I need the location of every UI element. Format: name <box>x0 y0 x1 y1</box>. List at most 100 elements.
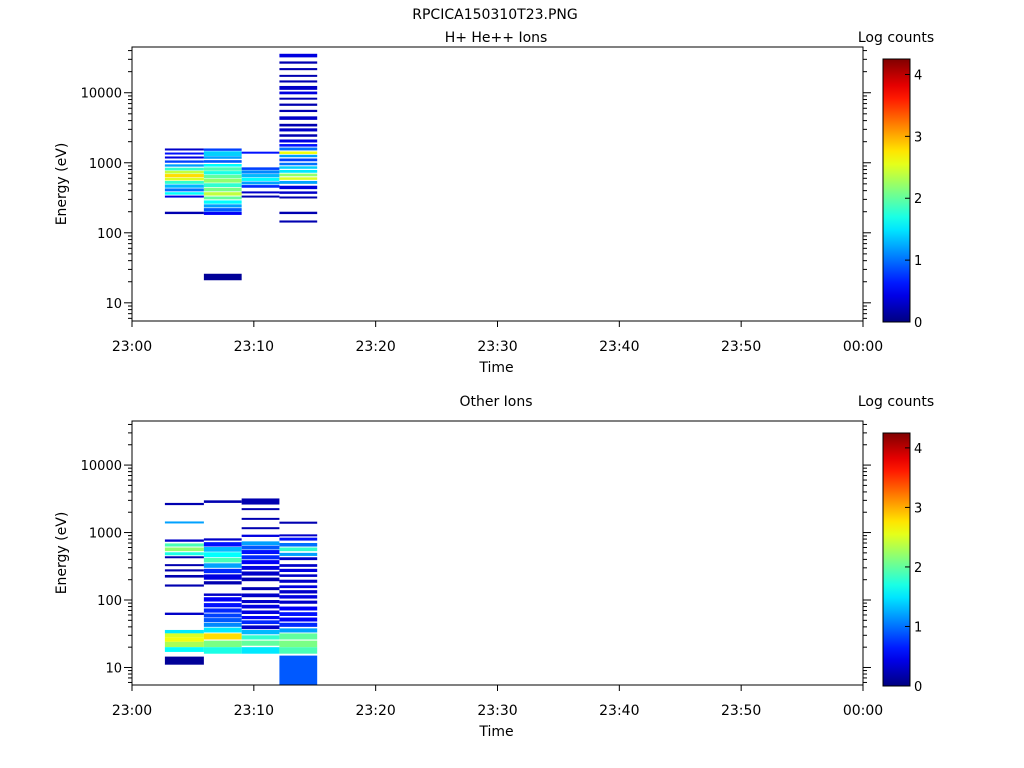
data-cell <box>241 610 280 615</box>
colorbar-tick-label: 2 <box>914 561 922 576</box>
data-cell <box>164 647 204 652</box>
colorbar-tick-label: 0 <box>914 316 922 331</box>
data-cell <box>279 147 318 151</box>
y-tick-label: 10 <box>105 661 122 676</box>
data-cell <box>241 625 280 630</box>
data-cell <box>164 180 204 184</box>
x-tick-label: 23:10 <box>234 703 274 719</box>
data-cell <box>164 188 204 192</box>
x-tick-label: 23:20 <box>355 703 395 719</box>
data-cell <box>164 502 204 506</box>
data-cell <box>164 574 204 578</box>
data-cell <box>241 635 280 640</box>
data-cell <box>164 629 204 634</box>
data-cell <box>241 600 280 604</box>
panel-title: H+ He++ Ions <box>445 30 548 46</box>
data-cell <box>203 581 242 585</box>
x-tick-label: 23:30 <box>477 339 517 355</box>
colorbar-tick-label: 2 <box>914 192 922 207</box>
data-cell <box>203 640 242 648</box>
data-cell <box>279 647 318 654</box>
data-cell <box>203 160 242 163</box>
y-tick-label: 1000 <box>89 157 122 172</box>
data-cell <box>203 603 242 608</box>
data-cell <box>279 116 318 120</box>
data-cell <box>279 557 318 561</box>
data-cell <box>203 187 242 192</box>
data-cell <box>164 152 204 155</box>
data-cell <box>279 585 318 589</box>
data-cell <box>241 550 280 555</box>
colorbar-label: Log counts <box>858 394 934 410</box>
figure-title: RPCICA150310T23.PNG <box>412 7 577 23</box>
data-cell <box>203 608 242 613</box>
data-cell <box>203 164 242 167</box>
data-cell <box>241 191 280 194</box>
data-cell <box>279 606 318 611</box>
data-cell <box>164 641 204 648</box>
data-cell <box>164 633 204 638</box>
colorbar-tick-label: 4 <box>914 68 922 83</box>
data-cell <box>279 74 318 77</box>
data-cell <box>203 192 242 196</box>
data-cell <box>279 128 318 132</box>
data-cell <box>203 557 242 563</box>
data-cell <box>279 91 318 95</box>
data-cell <box>279 622 318 627</box>
data-cell <box>164 656 204 665</box>
data-cell <box>203 542 242 547</box>
data-cell <box>279 97 318 100</box>
y-tick-label: 100 <box>97 594 122 609</box>
data-cell <box>241 604 280 609</box>
x-tick-label: 23:50 <box>721 339 761 355</box>
data-cell <box>279 169 318 173</box>
data-cell <box>164 556 204 559</box>
colorbar-tick-label: 4 <box>914 442 922 457</box>
data-cell <box>164 174 204 178</box>
colorbar-tick-label: 3 <box>914 501 922 516</box>
data-cell <box>203 178 242 183</box>
data-cell <box>241 517 280 520</box>
data-cell <box>203 200 242 204</box>
data-cell <box>203 273 242 281</box>
data-cell <box>279 68 318 71</box>
data-cell <box>279 547 318 552</box>
data-cell <box>279 534 318 537</box>
data-cell <box>164 543 204 547</box>
data-cell <box>279 180 318 184</box>
data-cell <box>241 620 280 625</box>
x-axis-label: Time <box>478 360 513 376</box>
colorbar <box>882 432 911 687</box>
data-cell <box>279 134 318 137</box>
x-tick-label: 23:20 <box>355 339 395 355</box>
data-cell <box>203 500 242 503</box>
data-cell <box>279 564 318 567</box>
data-cell <box>279 552 318 556</box>
data-cell <box>241 151 280 154</box>
data-cell <box>241 167 280 170</box>
data-cell <box>279 617 318 622</box>
data-cell <box>241 640 280 646</box>
data-cell <box>279 173 318 177</box>
y-tick-label: 10 <box>105 297 122 312</box>
data-cell <box>164 177 204 181</box>
data-cell <box>279 109 318 113</box>
data-cell <box>241 545 280 550</box>
data-cell <box>241 577 280 582</box>
data-cell <box>241 615 280 620</box>
data-cell <box>203 174 242 179</box>
data-cell <box>279 628 318 633</box>
colorbar-tick-label: 1 <box>914 254 922 269</box>
data-cell <box>279 177 318 180</box>
data-cell <box>164 184 204 188</box>
data-cell <box>203 212 242 215</box>
data-cell <box>241 170 280 174</box>
data-cell <box>164 584 204 587</box>
data-cell <box>279 196 318 199</box>
data-cell <box>279 521 318 524</box>
x-axis-label: Time <box>478 724 513 740</box>
x-tick-label: 00:00 <box>843 703 883 719</box>
data-cell <box>203 151 242 156</box>
y-tick-label: 10000 <box>81 87 122 102</box>
